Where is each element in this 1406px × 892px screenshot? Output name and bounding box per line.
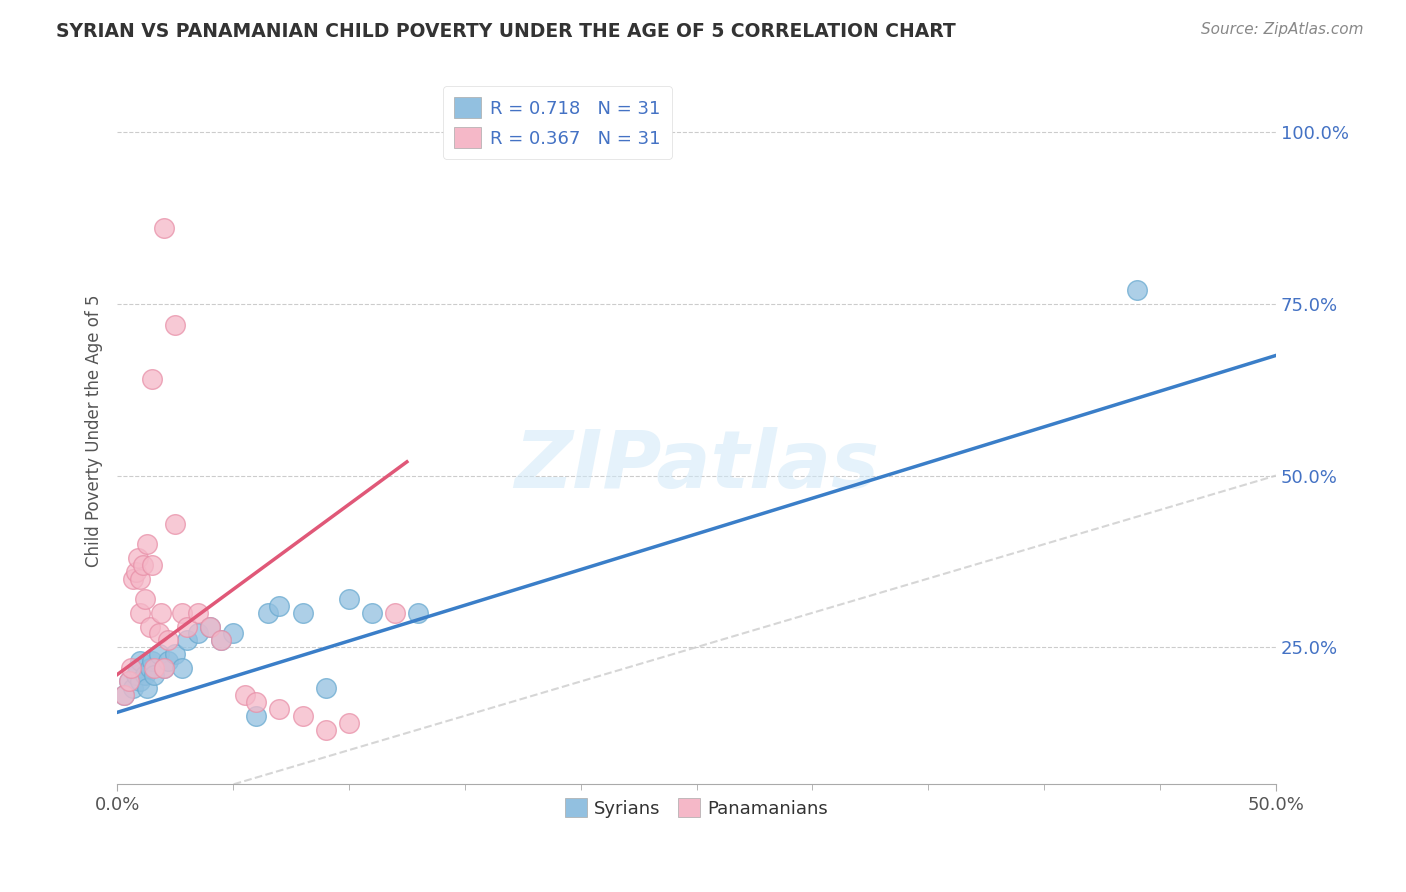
Point (176, 633, 198, 648)
Point (138, 661, 160, 675)
Point (152, 221, 174, 235)
Point (291, 606, 314, 620)
Point (187, 626, 209, 640)
Point (269, 702, 291, 716)
Point (127, 550, 149, 565)
Point (125, 565, 148, 579)
Point (198, 619, 221, 633)
Point (157, 633, 180, 648)
Y-axis label: Child Poverty Under the Age of 5: Child Poverty Under the Age of 5 (86, 294, 103, 567)
Point (315, 723, 337, 737)
Point (165, 318, 187, 332)
Point (129, 572, 152, 586)
Point (408, 606, 430, 620)
Point (157, 654, 180, 668)
Point (136, 537, 159, 551)
Point (211, 633, 233, 648)
Point (176, 619, 198, 633)
Point (172, 661, 194, 675)
Point (129, 674, 152, 689)
Point (245, 695, 267, 709)
Point (172, 606, 194, 620)
Point (1126, 283, 1149, 297)
Point (141, 372, 163, 386)
Point (337, 715, 360, 730)
Point (256, 606, 278, 620)
Point (165, 647, 187, 661)
Point (152, 661, 174, 675)
Point (125, 667, 148, 681)
Point (122, 681, 145, 696)
Point (198, 619, 221, 633)
Point (245, 708, 267, 723)
Text: SYRIAN VS PANAMANIAN CHILD POVERTY UNDER THE AGE OF 5 CORRELATION CHART: SYRIAN VS PANAMANIAN CHILD POVERTY UNDER… (56, 22, 956, 41)
Text: ZIPatlas: ZIPatlas (515, 427, 879, 505)
Point (131, 558, 153, 572)
Text: Source: ZipAtlas.com: Source: ZipAtlas.com (1201, 22, 1364, 37)
Point (291, 708, 314, 723)
Point (118, 674, 141, 689)
Point (165, 516, 187, 531)
Point (138, 619, 160, 633)
Point (187, 606, 209, 620)
Point (120, 661, 142, 675)
Point (127, 661, 149, 675)
Point (315, 681, 337, 696)
Point (148, 626, 170, 640)
Point (361, 606, 384, 620)
Point (337, 592, 360, 607)
Point (134, 592, 156, 607)
Point (112, 688, 135, 702)
Point (143, 661, 166, 675)
Point (150, 606, 173, 620)
Point (122, 572, 145, 586)
Point (141, 558, 163, 572)
Point (136, 681, 159, 696)
Point (134, 667, 156, 681)
Point (269, 599, 291, 613)
Point (384, 606, 406, 620)
Point (222, 626, 245, 640)
Point (112, 688, 135, 702)
Point (129, 654, 152, 668)
Point (143, 667, 166, 681)
Legend: Syrians, Panamanians: Syrians, Panamanians (558, 791, 835, 825)
Point (141, 654, 163, 668)
Point (211, 633, 233, 648)
Point (152, 661, 174, 675)
Point (148, 647, 170, 661)
Point (129, 606, 152, 620)
Point (233, 688, 256, 702)
Point (118, 674, 141, 689)
